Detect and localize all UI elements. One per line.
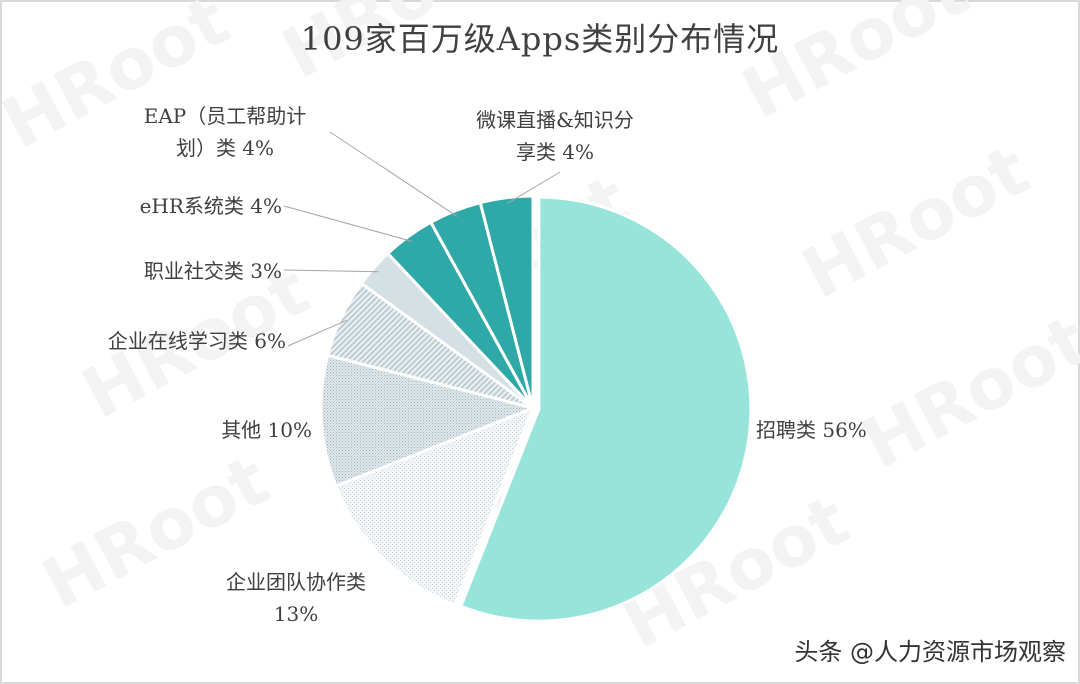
label-qita: 其他 10% [221, 418, 312, 442]
slice-tuandui [334, 406, 535, 607]
label-eap: EAP（员工帮助计 划）类 4% [110, 100, 340, 164]
label-tuandui-line1: 企业团队协作类 [226, 570, 366, 594]
slice-weike [478, 194, 535, 410]
label-zaixian: 企业在线学习类 6% [107, 329, 286, 353]
label-tuandui: 企业团队协作类 13% [186, 566, 406, 630]
label-weike-line2: 享类 4% [515, 140, 595, 164]
leader-line-ehr [283, 205, 413, 242]
leader-line-zhiye [283, 269, 379, 273]
label-zhiye: 职业社交类 3% [143, 259, 282, 283]
label-weike: 微课直播&知识分 享类 4% [440, 104, 670, 168]
leader-line-eap [329, 131, 458, 217]
chart-title: 109家百万级Apps类别分布情况 [300, 20, 780, 58]
label-tuandui-line2: 13% [273, 602, 319, 626]
label-weike-line1: 微课直播&知识分 [476, 108, 634, 132]
label-ehr: eHR系统类 4% [139, 194, 282, 218]
label-eap-line2: 划）类 4% [175, 136, 275, 160]
source-credit: 头条 @人力资源市场观察 [794, 638, 1066, 666]
slice-zhaopin [459, 195, 753, 623]
leader-line-zaixian [287, 319, 347, 347]
label-zhaopin: 招聘类 56% [756, 418, 867, 442]
label-eap-line1: EAP（员工帮助计 [143, 104, 307, 128]
leader-line-weike [506, 171, 561, 205]
slice-qita [319, 353, 535, 488]
